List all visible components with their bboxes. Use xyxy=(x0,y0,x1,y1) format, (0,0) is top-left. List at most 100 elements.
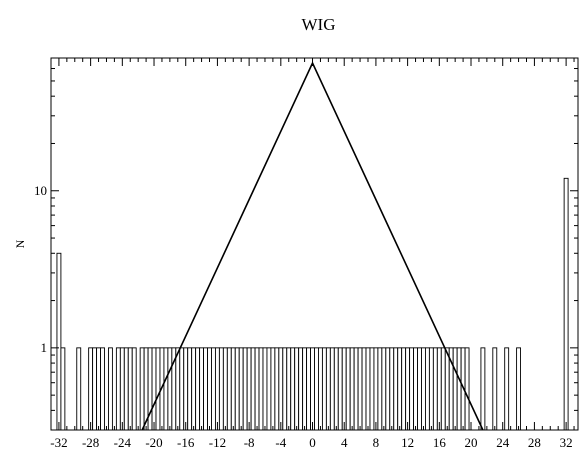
histogram-bar xyxy=(377,347,383,431)
histogram-bar xyxy=(409,347,415,431)
histogram-bar xyxy=(401,347,407,431)
histogram-bar xyxy=(226,347,232,431)
histogram-bar xyxy=(314,347,319,431)
histogram-bar xyxy=(131,347,137,431)
histogram-bar xyxy=(207,347,212,431)
histogram-bar xyxy=(246,347,252,431)
histogram-bar xyxy=(385,347,391,431)
histogram-bar xyxy=(270,347,276,431)
histogram-bar xyxy=(179,347,185,431)
histogram-bar xyxy=(413,347,418,431)
x-tick-label: -28 xyxy=(82,435,99,450)
histogram-bar xyxy=(60,347,66,431)
histogram-bar xyxy=(238,347,244,431)
histogram-bar xyxy=(139,347,145,431)
histogram-bar xyxy=(92,347,98,431)
chart-title: WIG xyxy=(302,15,336,34)
histogram-bar xyxy=(428,347,434,431)
histogram-bar xyxy=(444,347,450,431)
histogram-bar xyxy=(321,347,327,431)
histogram-bar xyxy=(310,347,315,431)
histogram-bar xyxy=(187,347,193,431)
histogram-bar xyxy=(211,347,216,431)
histogram-bar xyxy=(341,347,347,431)
x-tick-label: 12 xyxy=(401,435,414,450)
histogram-bar xyxy=(397,347,403,431)
histogram-bar xyxy=(96,347,101,431)
y-tick-labels: 1 10 xyxy=(34,183,47,355)
x-tick-label: -32 xyxy=(50,435,67,450)
histogram-bar xyxy=(119,347,125,431)
histogram-bar xyxy=(88,347,94,431)
histogram-bar xyxy=(151,347,157,431)
histogram-bar xyxy=(389,347,395,431)
histogram-bar xyxy=(306,347,311,431)
histogram-bar xyxy=(274,347,280,431)
x-tick-label: -20 xyxy=(145,435,162,450)
histogram-bar xyxy=(258,347,264,431)
histogram-bar xyxy=(516,347,521,431)
x-tick-label: 16 xyxy=(433,435,447,450)
y-tick-label: 1 xyxy=(41,340,48,355)
histogram-bar xyxy=(290,347,296,431)
histogram-bar xyxy=(365,347,371,431)
histogram-bar xyxy=(373,347,379,431)
histogram-bar xyxy=(318,347,323,431)
histogram-bar xyxy=(452,347,458,431)
histogram-bar xyxy=(183,347,189,431)
histogram-bar xyxy=(432,347,438,431)
histogram-bar xyxy=(345,347,351,431)
histogram-bar xyxy=(329,347,335,431)
histogram-bar xyxy=(56,252,62,431)
histogram-bar xyxy=(504,347,510,431)
histogram-bar xyxy=(254,347,260,431)
histogram-bar xyxy=(222,347,228,431)
histogram-bar xyxy=(294,347,300,431)
histogram-bar xyxy=(234,347,240,431)
histogram-bar xyxy=(357,347,363,431)
histogram-bar xyxy=(286,347,292,431)
x-tick-label: 20 xyxy=(465,435,478,450)
histogram-bar xyxy=(175,347,181,431)
x-tick-label: -24 xyxy=(114,435,132,450)
histogram-bar xyxy=(282,347,288,431)
bars-layer xyxy=(56,177,569,431)
histogram-bar xyxy=(349,347,355,431)
histogram-bar xyxy=(492,347,498,431)
histogram-bar xyxy=(333,347,339,431)
x-tick-label: 4 xyxy=(341,435,348,450)
histogram-bar xyxy=(266,347,272,431)
histogram-bar xyxy=(127,347,133,431)
histogram-bar xyxy=(108,347,113,431)
histogram-bar xyxy=(440,347,446,431)
histogram-bar xyxy=(456,347,462,431)
histogram-bar xyxy=(123,347,129,431)
x-tick-labels: -32 -28 -24 -20 -16 -12 -8 -4 0 4 8 12 16 20 24 28 32 xyxy=(50,435,572,450)
y-axis-label: N xyxy=(13,239,27,248)
histogram-bar xyxy=(278,347,284,431)
x-tick-label: 32 xyxy=(560,435,573,450)
histogram-bar xyxy=(393,347,399,431)
histogram-bar xyxy=(214,347,220,431)
histogram-bar xyxy=(115,347,121,431)
histogram-bar xyxy=(421,347,426,431)
histogram-bar xyxy=(195,347,201,431)
histogram-bar xyxy=(381,347,387,431)
histogram-bar xyxy=(242,347,248,431)
histogram-bar xyxy=(436,347,442,431)
histogram-bar xyxy=(218,347,224,431)
histogram-bar xyxy=(405,347,411,431)
x-tick-label: -12 xyxy=(209,435,226,450)
x-tick-label: 24 xyxy=(496,435,510,450)
histogram-bar xyxy=(262,347,268,431)
histogram-bar xyxy=(417,347,422,431)
x-tick-label: 8 xyxy=(373,435,380,450)
histogram-bar xyxy=(353,347,359,431)
histogram-bar xyxy=(369,347,375,431)
histogram-bar xyxy=(100,347,105,431)
histogram-bar xyxy=(298,347,304,431)
histogram-bar xyxy=(424,347,430,431)
histogram-bar xyxy=(302,347,308,431)
histogram-bar xyxy=(480,347,486,431)
